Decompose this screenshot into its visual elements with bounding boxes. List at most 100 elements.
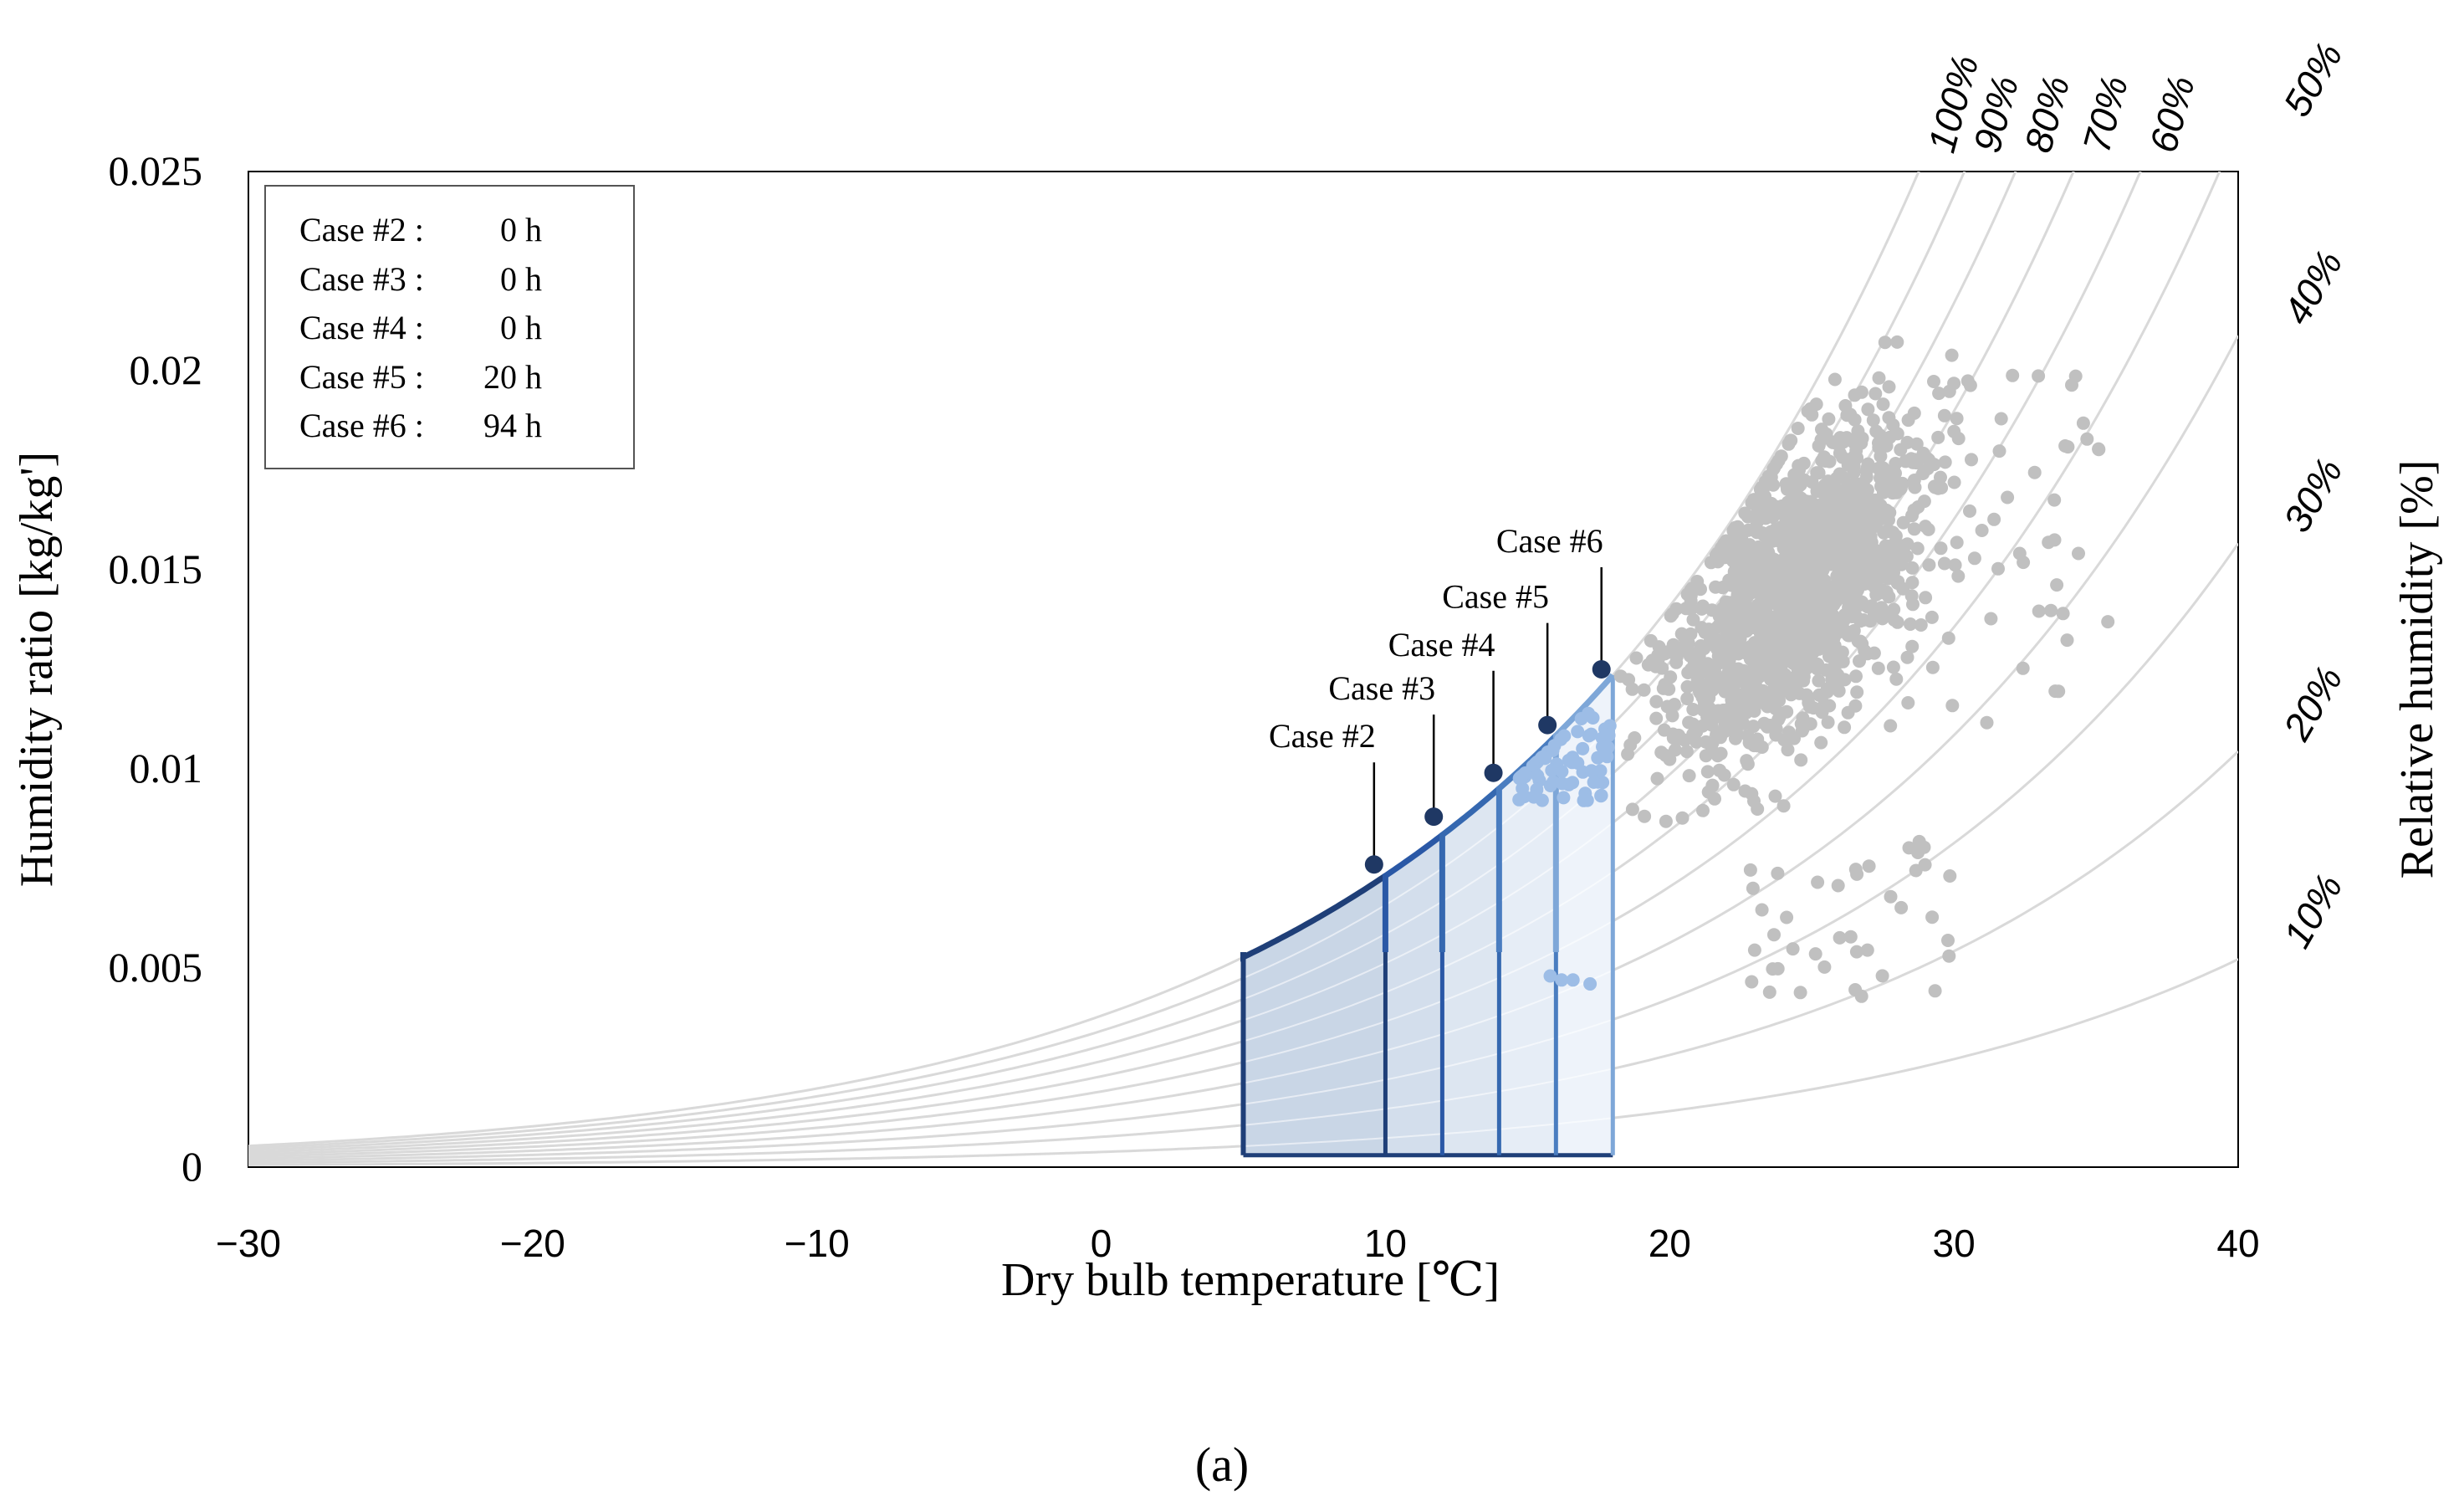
- data-point: [1925, 610, 1939, 624]
- data-point: [1747, 943, 1761, 957]
- data-point-in-zone: [1587, 775, 1601, 789]
- data-point: [1679, 745, 1694, 759]
- data-point-in-zone: [1555, 973, 1569, 987]
- data-point: [1729, 731, 1742, 745]
- case-marker: [1424, 807, 1444, 827]
- data-point: [1704, 556, 1718, 570]
- data-point: [1812, 466, 1826, 480]
- data-point: [1726, 777, 1741, 791]
- data-point: [1901, 413, 1915, 428]
- data-point: [1761, 666, 1776, 679]
- data-point: [1764, 499, 1778, 514]
- data-point: [1887, 545, 1901, 560]
- data-point: [1894, 557, 1909, 571]
- data-point: [1855, 431, 1869, 445]
- data-point: [1809, 638, 1823, 652]
- data-point: [1843, 930, 1858, 944]
- data-point: [1695, 602, 1709, 616]
- data-point: [1919, 591, 1933, 605]
- legend-hours: 0 h: [500, 309, 542, 346]
- case-label: Case #2: [1269, 717, 1376, 755]
- case-top-curve: [1240, 873, 1388, 962]
- scatter-points: [1512, 335, 2115, 1003]
- data-point-in-zone: [1557, 729, 1572, 743]
- data-point: [1846, 477, 1860, 491]
- data-point-in-zone: [1566, 776, 1580, 790]
- case-top-curve: [1552, 673, 1615, 952]
- data-point: [1799, 564, 1813, 578]
- data-point: [2050, 578, 2064, 592]
- data-point: [1739, 706, 1753, 720]
- data-point: [1690, 735, 1704, 749]
- data-point: [1860, 460, 1874, 474]
- data-point-in-zone: [1571, 725, 1585, 739]
- data-point: [1822, 699, 1837, 713]
- data-point: [1901, 696, 1915, 709]
- data-point: [1802, 606, 1817, 620]
- data-point: [1736, 663, 1751, 678]
- y-tick-label: 0.01: [130, 745, 203, 791]
- zone-rh-line: [1243, 772, 1613, 1001]
- data-point: [1698, 698, 1711, 712]
- data-point: [1657, 723, 1671, 737]
- data-point: [1862, 859, 1876, 873]
- case-marker: [1592, 660, 1611, 679]
- data-point-in-zone: [1583, 977, 1598, 991]
- data-point: [1803, 522, 1817, 536]
- data-point: [1726, 694, 1741, 708]
- data-point: [1747, 645, 1761, 659]
- data-point: [1832, 684, 1846, 698]
- data-point: [1629, 651, 1644, 665]
- data-point: [1700, 765, 1715, 779]
- data-point: [1984, 612, 1998, 626]
- data-point: [1685, 581, 1700, 595]
- case-top-curve: [1495, 733, 1558, 952]
- data-point: [1886, 525, 1900, 540]
- data-point: [1832, 569, 1845, 583]
- data-point: [1719, 534, 1733, 548]
- case-label: Case #6: [1496, 522, 1603, 560]
- data-point: [1808, 503, 1822, 516]
- zone-rh-line: [1243, 1117, 1613, 1147]
- rh-curve-label: 40%: [2275, 243, 2351, 331]
- data-point: [2032, 369, 2046, 383]
- data-point: [1659, 814, 1673, 828]
- data-point-in-zone: [1601, 740, 1615, 755]
- data-point: [1705, 683, 1720, 697]
- data-point: [1649, 711, 1664, 725]
- data-point: [1826, 435, 1840, 449]
- data-point: [1747, 794, 1761, 808]
- case-top-curve: [1382, 832, 1444, 952]
- data-point-in-zone: [1594, 788, 1608, 802]
- data-point: [1874, 479, 1888, 494]
- data-point: [1860, 483, 1874, 497]
- data-point: [1749, 507, 1763, 521]
- data-point: [1828, 372, 1842, 387]
- data-point: [1771, 866, 1785, 880]
- data-point: [1921, 522, 1935, 536]
- data-point: [1875, 550, 1889, 564]
- data-point: [1757, 716, 1771, 730]
- data-point: [2027, 465, 2042, 479]
- data-point: [1740, 754, 1754, 768]
- data-point: [1682, 769, 1696, 783]
- data-point: [1784, 433, 1798, 448]
- data-point: [1814, 735, 1828, 750]
- data-point: [1793, 615, 1807, 629]
- data-point: [1890, 335, 1904, 349]
- data-point: [1811, 875, 1825, 889]
- data-point: [1828, 556, 1842, 571]
- data-point: [1894, 900, 1909, 914]
- data-point: [1987, 512, 2001, 526]
- data-point: [1725, 628, 1740, 643]
- zone-rh-line: [1243, 822, 1613, 1022]
- data-point: [1782, 520, 1797, 535]
- case-marker: [1484, 763, 1503, 782]
- rh-curve-label: 70%: [2074, 71, 2136, 156]
- zone-rh-line: [1243, 1018, 1613, 1105]
- data-point: [1793, 986, 1807, 1000]
- data-point: [1780, 910, 1794, 925]
- data-point: [1948, 558, 1962, 572]
- data-point: [1868, 387, 1883, 401]
- data-point-in-zone: [1576, 741, 1590, 756]
